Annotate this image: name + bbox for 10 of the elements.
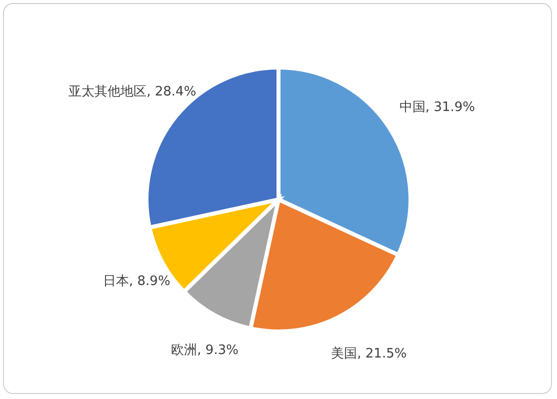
slice-label: 亚太其他地区 [68, 84, 147, 100]
slice-label: 中国 [399, 100, 426, 115]
data-label: , 31.9% [425, 100, 475, 115]
data-label: , 9.3% [197, 342, 238, 358]
data-label: , 8.9% [129, 274, 170, 289]
data-label: , 28.4% [146, 84, 196, 100]
data-label: , 21.5% [357, 346, 407, 362]
slice-label: 美国 [331, 345, 358, 362]
slice-label: 欧洲 [171, 342, 198, 358]
slice-label: 日本 [103, 274, 129, 289]
